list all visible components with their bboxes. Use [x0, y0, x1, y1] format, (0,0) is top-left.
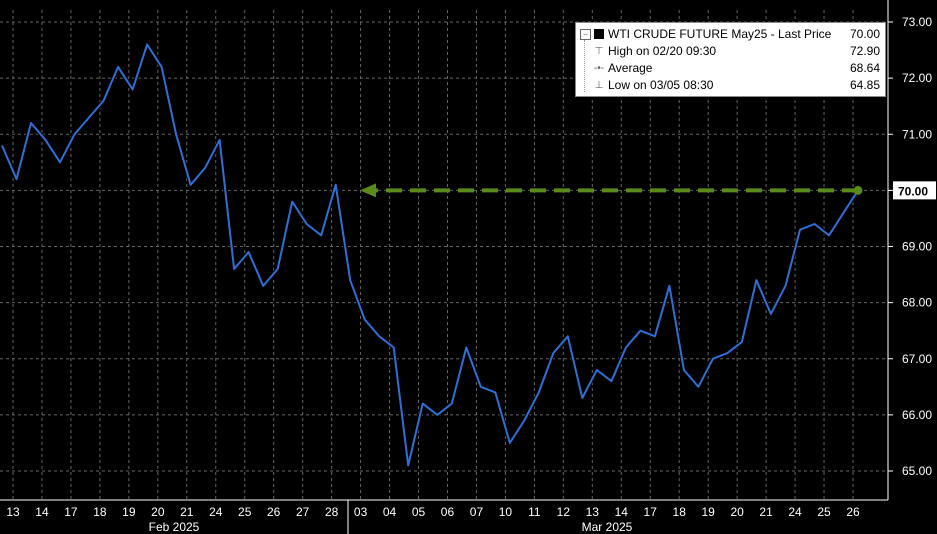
x-tick-label: 14 — [35, 505, 49, 519]
x-axis: 13 14 17 18 19 20 21 24 25 26 27 28 03 04 05 06 07 10 11 12… — [0, 499, 888, 534]
x-tick-label: 03 — [354, 505, 368, 519]
high-marker-icon: ⊤ — [594, 46, 604, 57]
x-tick-label: 17 — [64, 505, 78, 519]
legend-high-label: High on 02/20 09:30 — [608, 44, 717, 58]
x-tick-label: 19 — [701, 505, 715, 519]
x-tick-label: 27 — [296, 505, 310, 519]
x-tick-label: 21 — [180, 505, 194, 519]
month-label: Mar 2025 — [582, 520, 633, 534]
y-tick-label: 68.00 — [902, 296, 932, 310]
x-tick-label: 12 — [557, 505, 571, 519]
x-tick-label: 25 — [238, 505, 252, 519]
legend-high-row: ⊤ High on 02/20 09:30 72.90 — [576, 43, 885, 60]
x-tick-label: 07 — [470, 505, 484, 519]
series-line — [1, 43, 859, 467]
series-line-group — [0, 39, 860, 467]
x-tick-label: 18 — [673, 505, 687, 519]
x-tick-label: 05 — [412, 505, 426, 519]
x-tick-label: 11 — [528, 505, 541, 519]
y-tick-label: 67.00 — [902, 352, 932, 366]
x-tick-label: 24 — [209, 505, 223, 519]
series-line-shadow — [0, 39, 860, 466]
x-tick-label: 26 — [846, 505, 860, 519]
x-tick-label: 28 — [325, 505, 339, 519]
last-price-arrow — [360, 183, 863, 198]
x-tick-label: 14 — [615, 505, 629, 519]
x-tick-label: 24 — [788, 505, 802, 519]
x-tick-label: 18 — [93, 505, 107, 519]
collapse-icon[interactable]: − — [580, 29, 591, 40]
y-tick-label: 71.00 — [902, 127, 932, 141]
arrow-head — [360, 183, 376, 198]
x-tick-label: 26 — [267, 505, 281, 519]
average-marker-icon: -•- — [593, 63, 605, 74]
legend-title-value: 70.00 — [849, 27, 880, 41]
legend-low-label: Low on 03/05 08:30 — [608, 78, 714, 92]
low-marker-icon: ⊥ — [594, 80, 604, 91]
x-tick-label: 25 — [817, 505, 831, 519]
y-tick-label: 65.00 — [902, 464, 932, 478]
legend-tree-line — [584, 40, 586, 92]
y-axis: 65.00 66.00 67.00 68.00 69.00 70.00 71.00 72.00… — [887, 0, 936, 500]
last-price-tag — [893, 181, 936, 200]
legend-high-value: 72.90 — [849, 44, 880, 58]
x-tick-label: 21 — [759, 505, 773, 519]
legend-average-row: -•- Average 68.64 — [576, 60, 885, 77]
x-tick-label: 04 — [383, 505, 397, 519]
y-tick-label: 66.00 — [902, 408, 932, 422]
chart-legend: − WTI CRUDE FUTURE May25 - Last Price 70… — [575, 22, 886, 97]
x-tick-label: 17 — [644, 505, 658, 519]
legend-average-value: 68.64 — [849, 61, 880, 75]
x-tick-label: 20 — [151, 505, 165, 519]
x-tick-label: 19 — [122, 505, 136, 519]
x-tick-label: 06 — [441, 505, 455, 519]
y-tick-label: 72.00 — [902, 71, 932, 85]
x-tick-label: 20 — [730, 505, 744, 519]
x-tick-label: 13 — [586, 505, 600, 519]
series-swatch-icon — [594, 29, 604, 39]
arrow-origin-dot — [853, 185, 863, 195]
month-label: Feb 2025 — [149, 520, 200, 534]
legend-low-value: 64.85 — [849, 78, 880, 92]
legend-low-row: ⊥ Low on 03/05 08:30 64.85 — [576, 77, 885, 94]
y-tick-label: 69.00 — [902, 240, 932, 254]
legend-average-label: Average — [608, 61, 653, 75]
x-tick-label: 13 — [6, 505, 20, 519]
last-price-tag-label: 70.00 — [898, 184, 928, 198]
legend-title: WTI CRUDE FUTURE May25 - Last Price — [608, 27, 832, 41]
legend-title-row: − WTI CRUDE FUTURE May25 - Last Price 70… — [576, 26, 885, 43]
x-tick-label: 10 — [499, 505, 513, 519]
y-tick-label: 73.00 — [902, 15, 932, 29]
